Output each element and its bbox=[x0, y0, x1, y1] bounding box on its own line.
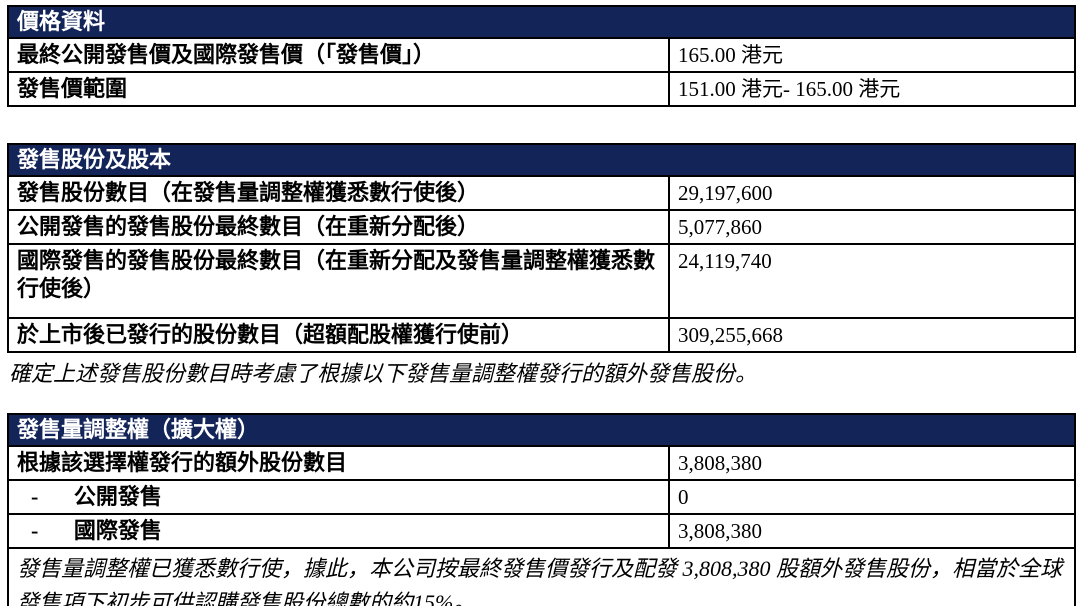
table-row: 發售價範圍 151.00 港元- 165.00 港元 bbox=[7, 71, 1077, 107]
shares-footnote: 確定上述發售股份數目時考慮了根據以下發售量調整權發行的額外發售股份。 bbox=[9, 361, 758, 386]
row-value: 3,808,380 bbox=[667, 445, 1077, 481]
row-label: 根據該選擇權發行的額外股份數目 bbox=[7, 445, 670, 481]
row-value: 151.00 港元- 165.00 港元 bbox=[667, 71, 1077, 107]
option-note: 發售量調整權已獲悉數行使，據此，本公司按最終發售價發行及配發 3,808,380… bbox=[6, 547, 1077, 606]
shares-table: 發售股份及股本 發售股份數目（在發售量調整權獲悉數行使後） 29,197,600… bbox=[6, 143, 1077, 353]
row-label: - 國際發售 bbox=[7, 513, 670, 549]
option-table-title: 發售量調整權（擴大權） bbox=[6, 413, 1077, 447]
dash-bullet: - bbox=[31, 518, 39, 543]
row-label: - 公開發售 bbox=[7, 479, 670, 515]
table-row: - 公開發售 0 bbox=[7, 479, 1077, 515]
row-label: 於上市後已發行的股份數目（超額配股權獲行使前） bbox=[7, 317, 670, 353]
row-value: 3,808,380 bbox=[667, 513, 1077, 549]
dash-bullet: - bbox=[31, 484, 39, 509]
row-value: 5,077,860 bbox=[667, 209, 1077, 245]
bullet-label: 公開發售 bbox=[73, 484, 162, 509]
price-table-title: 價格資料 bbox=[6, 5, 1077, 39]
row-label: 公開發售的發售股份最終數目（在重新分配後） bbox=[7, 209, 670, 245]
row-label: 發售價範圍 bbox=[7, 71, 670, 107]
shares-table-title: 發售股份及股本 bbox=[6, 143, 1077, 177]
row-label: 國際發售的發售股份最終數目（在重新分配及發售量調整權獲悉數行使後） bbox=[7, 243, 670, 319]
row-value: 165.00 港元 bbox=[667, 37, 1077, 73]
table-header-row: 發售量調整權（擴大權） bbox=[6, 413, 1077, 447]
table-header-row: 發售股份及股本 bbox=[6, 143, 1077, 177]
row-value: 24,119,740 bbox=[667, 243, 1077, 319]
table-row: 發售股份數目（在發售量調整權獲悉數行使後） 29,197,600 bbox=[7, 175, 1077, 211]
table-row: - 國際發售 3,808,380 bbox=[7, 513, 1077, 549]
table-row: 公開發售的發售股份最終數目（在重新分配後） 5,077,860 bbox=[7, 209, 1077, 245]
row-label: 最終公開發售價及國際發售價（「發售價」） bbox=[7, 37, 670, 73]
price-table: 價格資料 最終公開發售價及國際發售價（「發售價」） 165.00 港元 發售價範… bbox=[6, 5, 1077, 107]
table-header-row: 價格資料 bbox=[6, 5, 1077, 39]
table-row: 國際發售的發售股份最終數目（在重新分配及發售量調整權獲悉數行使後） 24,119… bbox=[7, 243, 1077, 319]
table-note-row: 發售量調整權已獲悉數行使，據此，本公司按最終發售價發行及配發 3,808,380… bbox=[6, 547, 1077, 606]
option-table: 發售量調整權（擴大權） 根據該選擇權發行的額外股份數目 3,808,380 - … bbox=[6, 413, 1077, 606]
table-row: 於上市後已發行的股份數目（超額配股權獲行使前） 309,255,668 bbox=[7, 317, 1077, 353]
row-value: 0 bbox=[667, 479, 1077, 515]
row-label: 發售股份數目（在發售量調整權獲悉數行使後） bbox=[7, 175, 670, 211]
table-row: 最終公開發售價及國際發售價（「發售價」） 165.00 港元 bbox=[7, 37, 1077, 73]
row-value: 309,255,668 bbox=[667, 317, 1077, 353]
row-value: 29,197,600 bbox=[667, 175, 1077, 211]
table-row: 根據該選擇權發行的額外股份數目 3,808,380 bbox=[7, 445, 1077, 481]
bullet-label: 國際發售 bbox=[73, 518, 162, 543]
